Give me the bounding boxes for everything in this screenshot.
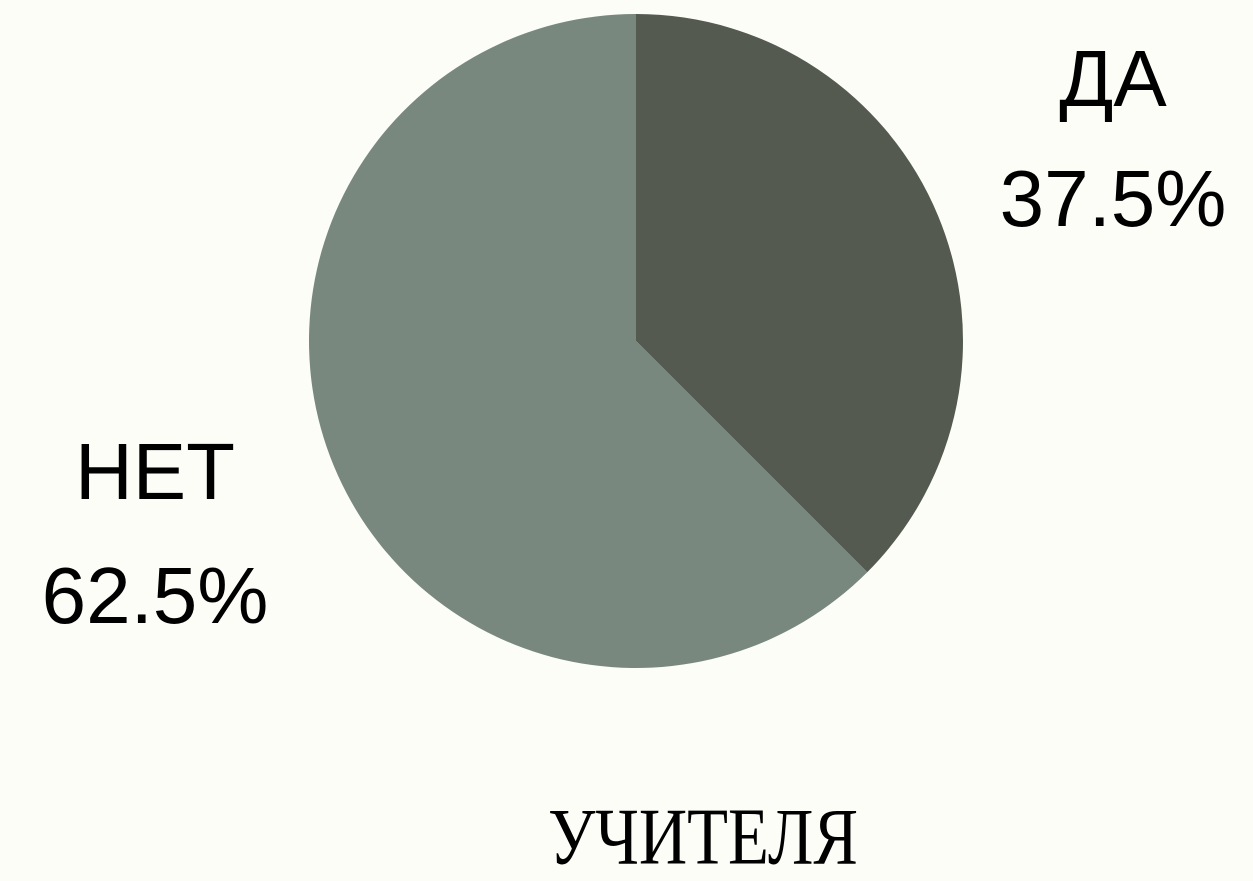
pie-slice [636, 14, 964, 573]
chart-title: УЧИТЕЛЯ [548, 793, 858, 881]
slice-label: НЕТ [75, 427, 235, 516]
slice-label: ДА [1059, 34, 1167, 123]
slice-value-label: 37.5% [1000, 154, 1227, 243]
pie-slice [309, 14, 868, 668]
slice-value-label: 62.5% [42, 551, 269, 640]
